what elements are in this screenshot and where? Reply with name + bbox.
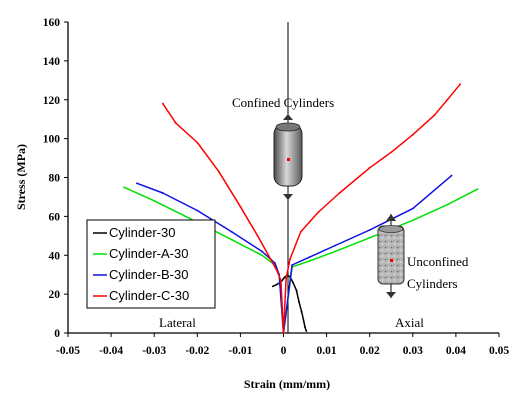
data-point (304, 326, 306, 329)
data-point (285, 277, 287, 280)
data-point (196, 141, 199, 144)
legend-label: Cylinder-B-30 (109, 267, 188, 282)
data-point (161, 102, 164, 105)
legend-label: Cylinder-A-30 (109, 246, 188, 261)
data-point (433, 114, 436, 117)
data-point (276, 283, 278, 286)
y-tick-label: 100 (43, 134, 61, 146)
data-point (174, 122, 177, 124)
data-point (282, 277, 285, 280)
legend-label: Cylinder-30 (109, 225, 175, 240)
data-point (334, 250, 337, 253)
x-tick-label: -0.02 (185, 345, 209, 357)
data-point (317, 211, 319, 214)
x-tick-label: 0.03 (403, 345, 423, 357)
data-point (291, 264, 294, 266)
unconfined-annotation-line1: Unconfined (407, 254, 469, 269)
data-point (446, 98, 449, 101)
data-point (230, 231, 233, 233)
data-point (411, 219, 414, 222)
data-point (338, 192, 341, 194)
data-point (292, 281, 294, 284)
data-point (269, 258, 272, 261)
data-point (298, 301, 300, 303)
lateral-label: Lateral (159, 315, 196, 330)
data-point (273, 262, 276, 264)
data-point (261, 250, 263, 253)
data-point (281, 279, 284, 282)
y-tick-label: 80 (49, 173, 61, 185)
x-tick-label: 0.04 (446, 345, 466, 357)
data-point (153, 199, 156, 202)
confined-annotation: Confined Cylinders (232, 95, 334, 110)
data-point (299, 231, 302, 233)
legend-box (86, 219, 216, 309)
y-tick-label: 60 (49, 211, 61, 223)
data-point (280, 279, 282, 282)
confined-cylinder-icon (273, 114, 303, 200)
data-point (276, 269, 278, 272)
data-point (302, 320, 305, 323)
data-point (450, 174, 453, 177)
x-tick-label: 0.02 (360, 345, 380, 357)
unconfined-annotation-line2: Cylinders (407, 276, 458, 291)
data-point (476, 188, 479, 191)
x-tick-label: -0.04 (99, 345, 123, 357)
x-tick-label: 0.05 (489, 345, 509, 357)
data-point (305, 330, 308, 332)
data-point (230, 238, 233, 241)
data-point (390, 151, 393, 154)
data-point (123, 186, 125, 189)
data-point (282, 332, 285, 334)
data-point (289, 258, 291, 261)
data-point (411, 133, 414, 136)
unconfined-cylinder-icon (377, 214, 405, 298)
y-tick-label: 160 (43, 17, 61, 29)
data-point (196, 209, 199, 212)
y-tick-label: 40 (49, 250, 61, 262)
data-point (411, 207, 414, 210)
axial-label: Axial (395, 315, 424, 330)
data-point (308, 256, 311, 259)
x-tick-label: -0.03 (142, 345, 166, 357)
data-point (446, 203, 449, 206)
legend: Cylinder-30 Cylinder-A-30 Cylinder-B-30 Cyl… (86, 219, 216, 309)
data-point (239, 205, 242, 208)
data-point (136, 182, 138, 185)
x-tick-label: -0.01 (228, 345, 252, 357)
data-point (368, 166, 371, 169)
x-tick-label: 0.01 (317, 345, 337, 357)
x-tick-label: 0 (281, 345, 287, 357)
data-point (459, 83, 462, 86)
x-axis-title: Strain (mm/mm) (244, 377, 330, 391)
data-point (295, 289, 298, 292)
legend-label: Cylinder-C-30 (109, 288, 189, 303)
data-point (261, 254, 263, 257)
y-tick-label: 140 (43, 56, 61, 68)
axis-ticks: -0.05 -0.04 -0.03 -0.02 -0.01 0 0.01 0.02 0.03 0.… (43, 17, 510, 357)
data-point (256, 234, 259, 237)
data-point (217, 170, 220, 173)
data-point (368, 229, 371, 231)
data-point (368, 236, 371, 239)
data-point (334, 244, 337, 247)
data-point (300, 310, 303, 313)
y-tick-label: 0 (54, 328, 60, 340)
data-point (271, 285, 274, 288)
y-axis-title: Stress (MPa) (14, 144, 28, 210)
data-point (308, 260, 311, 262)
y-tick-label: 20 (49, 289, 61, 301)
data-point (161, 192, 164, 194)
y-tick-label: 120 (43, 95, 61, 107)
x-tick-label: -0.05 (56, 345, 80, 357)
